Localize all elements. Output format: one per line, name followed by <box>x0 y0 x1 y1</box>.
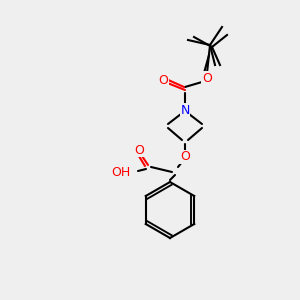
Text: O: O <box>202 71 212 85</box>
Text: O: O <box>134 143 144 157</box>
Text: O: O <box>180 151 190 164</box>
Text: N: N <box>180 103 190 116</box>
Text: O: O <box>158 74 168 86</box>
Text: OH: OH <box>111 167 130 179</box>
